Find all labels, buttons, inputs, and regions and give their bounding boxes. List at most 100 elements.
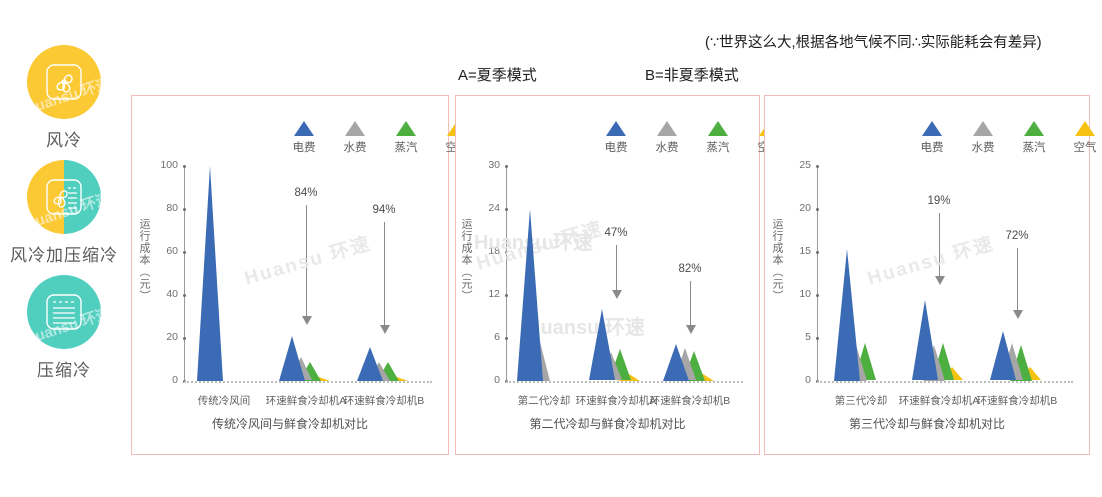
y-tick-mark xyxy=(505,251,508,254)
product-type-rail: Huansu 环速 风冷 Huansu 环速 风冷加压缩冷 xyxy=(0,45,128,475)
legend-item-water[interactable]: 水费 xyxy=(338,121,372,155)
y-tick-mark xyxy=(183,251,186,254)
arrow-down-icon xyxy=(935,275,945,285)
y-tick-mark xyxy=(816,294,819,297)
legend-label: 蒸汽 xyxy=(394,142,418,154)
legend-triangle-electric-icon xyxy=(294,121,314,136)
legend-label: 电费 xyxy=(604,142,628,154)
legend-item-electric[interactable]: 电费 xyxy=(599,121,633,155)
legend-item-water[interactable]: 水费 xyxy=(650,121,684,155)
legend-item-steam[interactable]: 蒸汽 xyxy=(701,121,735,155)
chart-caption: 传统冷风间与鲜食冷却机对比 xyxy=(211,417,368,431)
baseline xyxy=(184,381,432,383)
legend-item-electric[interactable]: 电费 xyxy=(287,121,321,155)
chart-legend: 电费 水费 蒸汽 空气 xyxy=(915,121,1102,155)
rail-item-2[interactable]: Huansu 环速 压缩冷 xyxy=(0,275,128,381)
legend-label: 蒸汽 xyxy=(1022,142,1046,154)
y-tick-label: 0 xyxy=(805,374,811,386)
rail-item-0[interactable]: Huansu 环速 风冷 xyxy=(0,45,128,151)
mode-a-note: A=夏季模式 xyxy=(458,67,537,84)
reduction-percent-label: 72% xyxy=(1005,229,1029,242)
legend-label: 空气 xyxy=(1073,142,1097,154)
y-tick-label: 30 xyxy=(488,159,500,171)
y-tick-mark xyxy=(183,165,186,168)
fan-glyph xyxy=(46,64,82,100)
y-axis-label: 运行成本（元） xyxy=(460,218,472,302)
circle-half-right xyxy=(64,275,101,349)
legend-item-electric[interactable]: 电费 xyxy=(915,121,949,155)
legend-triangle-water-icon xyxy=(657,121,677,136)
y-tick-mark xyxy=(505,165,508,168)
baseline xyxy=(506,381,743,383)
y-tick-label: 20 xyxy=(166,331,178,343)
chart-plot: 运行成本（元） 0 20 40 60 80 100 传统冷风间 环速鲜食冷却机A 环速鲜食冷却机B… xyxy=(132,96,448,454)
bar-triangle xyxy=(589,309,615,381)
legend-item-steam[interactable]: 蒸汽 xyxy=(389,121,423,155)
legend-triangle-water-icon xyxy=(345,121,365,136)
legend-triangle-electric-icon xyxy=(922,121,942,136)
legend-item-water[interactable]: 水费 xyxy=(966,121,1000,155)
reduction-percent-label: 94% xyxy=(372,203,396,216)
x-tick-label: 环速鲜食冷却机B xyxy=(976,395,1058,407)
arrow-down-icon xyxy=(686,324,696,334)
y-tick-label: 80 xyxy=(166,202,178,214)
arrow-shaft xyxy=(384,221,385,326)
rail-item-1[interactable]: Huansu 环速 风冷加压缩冷 xyxy=(0,160,128,266)
bar-triangle xyxy=(197,166,223,381)
y-tick-label: 40 xyxy=(166,288,178,300)
fan-icon: Huansu 环速 xyxy=(27,45,101,119)
y-tick-mark xyxy=(816,165,819,168)
plate-icon: Huansu 环速 xyxy=(27,275,101,349)
bar-triangle xyxy=(663,343,689,381)
arrow-shaft xyxy=(616,244,617,291)
y-tick-mark xyxy=(183,208,186,211)
bar-triangle xyxy=(990,331,1016,381)
circle-half-left xyxy=(27,45,64,119)
arrow-shaft xyxy=(939,213,940,277)
y-tick-mark xyxy=(816,337,819,340)
baseline xyxy=(817,381,1073,383)
arrow-down-icon xyxy=(302,316,312,326)
chart-caption: 第三代冷却与鲜食冷却机对比 xyxy=(848,417,1005,431)
legend-label: 电费 xyxy=(292,142,316,154)
arrow-shaft xyxy=(306,204,307,318)
y-tick-label: 6 xyxy=(494,331,500,343)
mode-b-note: B=非夏季模式 xyxy=(645,67,739,84)
watermark: Huansu 环速 xyxy=(526,317,645,339)
climate-note: (∵世界这么大,根据各地气候不同∴实际能耗会有差异) xyxy=(705,35,1042,51)
fan-plate-glyph xyxy=(46,179,82,215)
y-tick-mark xyxy=(183,337,186,340)
y-tick-mark xyxy=(183,294,186,297)
bar-triangle xyxy=(834,248,860,381)
legend-label: 水费 xyxy=(343,142,367,154)
plate-glyph xyxy=(46,294,82,330)
arrow-down-icon xyxy=(612,289,622,299)
reduction-percent-label: 84% xyxy=(294,186,318,199)
bar-triangle xyxy=(357,346,383,381)
legend-triangle-water-icon xyxy=(973,121,993,136)
legend-triangle-steam-icon xyxy=(1024,121,1044,136)
y-tick-label: 5 xyxy=(805,331,811,343)
y-tick-mark xyxy=(505,337,508,340)
legend-label: 蒸汽 xyxy=(706,142,730,154)
y-axis-line xyxy=(817,166,818,381)
y-tick-label: 15 xyxy=(799,245,811,257)
circle-half-right xyxy=(64,160,101,234)
y-tick-label: 0 xyxy=(172,374,178,386)
arrow-shaft xyxy=(1017,247,1018,312)
reduction-percent-label: 19% xyxy=(927,195,951,208)
legend-item-air[interactable]: 空气 xyxy=(1068,121,1102,155)
y-tick-label: 18 xyxy=(488,245,500,257)
x-tick-label: 环速鲜食冷却机B xyxy=(343,395,425,407)
x-tick-label: 环速鲜食冷却机A xyxy=(575,395,657,407)
x-tick-label: 环速鲜食冷却机A xyxy=(898,395,980,407)
circle-half-left xyxy=(27,275,64,349)
y-axis-label: 运行成本（元） xyxy=(771,218,783,302)
y-tick-label: 20 xyxy=(799,202,811,214)
y-tick-label: 12 xyxy=(488,288,500,300)
bar-triangle xyxy=(279,335,305,381)
legend-item-steam[interactable]: 蒸汽 xyxy=(1017,121,1051,155)
y-tick-label: 60 xyxy=(166,245,178,257)
bar-triangle xyxy=(912,300,938,381)
